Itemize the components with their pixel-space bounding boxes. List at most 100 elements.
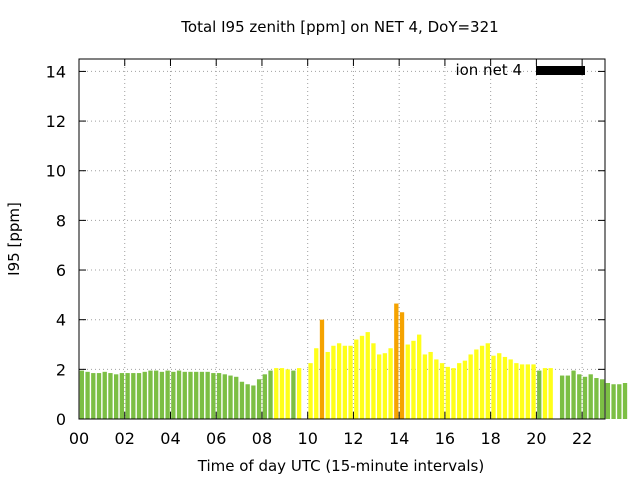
x-tick-label: 00 <box>69 429 89 448</box>
bar <box>154 370 159 419</box>
y-tick-label: 14 <box>46 62 66 81</box>
bar <box>188 371 193 419</box>
bar <box>365 332 370 419</box>
bar <box>422 354 428 419</box>
bar <box>428 351 433 419</box>
bar <box>165 370 170 419</box>
bar <box>262 374 267 419</box>
bar <box>594 378 599 419</box>
bar <box>108 373 113 419</box>
bar <box>119 373 125 419</box>
bar <box>359 335 365 419</box>
y-tick-label: 0 <box>56 410 66 429</box>
bar <box>411 340 416 419</box>
bar <box>354 339 359 419</box>
bar <box>182 371 187 419</box>
bar <box>399 312 405 419</box>
bar <box>85 371 90 419</box>
x-tick-label: 04 <box>160 429 180 448</box>
bar <box>531 364 536 419</box>
x-axis-label: Time of day UTC (15-minute intervals) <box>197 457 484 475</box>
legend-swatch <box>536 66 585 75</box>
bar <box>451 368 456 419</box>
x-tick-label: 16 <box>435 429 455 448</box>
y-tick-label: 12 <box>46 112 66 131</box>
bar <box>485 343 490 419</box>
bar <box>308 363 313 419</box>
bar <box>439 363 445 419</box>
y-tick-label: 8 <box>56 211 66 230</box>
bar <box>336 343 342 419</box>
bar <box>611 384 616 419</box>
bar <box>445 366 450 419</box>
bar <box>176 370 182 419</box>
bar <box>434 359 439 419</box>
bar <box>331 345 336 419</box>
bar <box>468 354 473 419</box>
bar-series <box>79 303 628 419</box>
y-tick-label: 6 <box>56 261 66 280</box>
y-axis-ticks: 0 2 4 6 8 10 12 14 <box>46 62 605 429</box>
bar <box>268 370 273 419</box>
bar <box>519 364 525 419</box>
bar <box>159 371 165 419</box>
y-tick-label: 4 <box>56 311 66 330</box>
bar <box>291 370 296 419</box>
bar <box>216 373 222 419</box>
bar <box>474 349 479 419</box>
x-tick-label: 12 <box>343 429 363 448</box>
bar <box>537 370 542 419</box>
bar <box>199 371 205 419</box>
bar <box>228 375 233 419</box>
bar <box>548 368 553 419</box>
bar <box>79 370 85 419</box>
bar <box>371 343 376 419</box>
x-tick-label: 06 <box>206 429 226 448</box>
x-axis-ticks: 00 02 04 06 08 10 12 14 16 18 20 22 <box>69 59 592 448</box>
bar <box>457 363 462 419</box>
bar <box>617 384 622 419</box>
bar <box>342 345 348 419</box>
bar <box>502 356 508 419</box>
bar <box>405 344 410 419</box>
bar <box>142 371 147 419</box>
bar <box>325 351 330 419</box>
bar <box>582 376 588 419</box>
x-tick-label: 10 <box>298 429 318 448</box>
bar <box>377 354 382 419</box>
bar <box>211 373 216 419</box>
bar <box>388 348 393 419</box>
bar <box>382 353 388 419</box>
bar <box>171 371 176 419</box>
bar <box>131 373 136 419</box>
bar <box>491 355 496 419</box>
bar <box>319 319 325 419</box>
legend: ion net 4 <box>455 61 585 79</box>
bar <box>622 383 628 419</box>
bar <box>571 370 576 419</box>
bar <box>245 384 250 419</box>
bar <box>508 359 513 419</box>
bar <box>462 360 468 419</box>
y-axis-label: I95 [ppm] <box>5 202 23 276</box>
bar <box>605 383 611 419</box>
bar <box>348 345 353 419</box>
bar <box>588 374 593 419</box>
y-tick-label: 2 <box>56 360 66 379</box>
bar <box>279 368 285 419</box>
bar <box>525 364 530 419</box>
x-tick-label: 14 <box>389 429 409 448</box>
plot-frame <box>78 58 606 420</box>
bar <box>559 375 565 419</box>
x-tick-label: 20 <box>526 429 546 448</box>
bar <box>91 373 96 419</box>
bar <box>296 368 302 419</box>
bar <box>417 334 422 419</box>
bar <box>542 368 548 419</box>
y-tick-label: 10 <box>46 162 66 181</box>
x-tick-label: 18 <box>480 429 500 448</box>
chart-title: Total I95 zenith [ppm] on NET 4, DoY=321 <box>180 18 498 36</box>
bar <box>394 303 399 419</box>
bar <box>599 379 605 419</box>
